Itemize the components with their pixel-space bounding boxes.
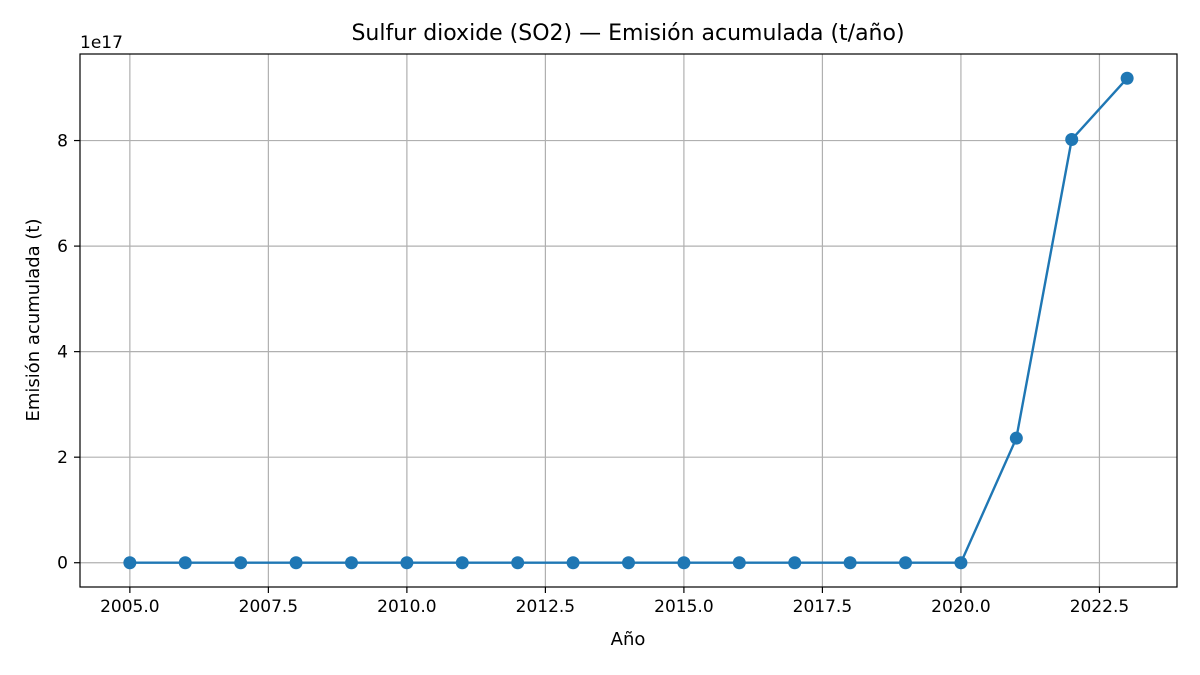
x-tick-label: 2022.5: [1070, 597, 1129, 617]
y-tick-label: 2: [57, 448, 68, 468]
y-tick-label: 4: [57, 343, 68, 363]
y-tick-label: 0: [57, 554, 68, 574]
data-point: [954, 556, 968, 570]
data-point: [1009, 431, 1023, 445]
x-tick-label: 2017.5: [793, 597, 852, 617]
plot-frame: [79, 53, 1178, 588]
data-point: [234, 556, 248, 570]
chart-title: Sulfur dioxide (SO2) — Emisión acumulada…: [351, 21, 904, 46]
x-tick-label: 2012.5: [516, 597, 575, 617]
y-tick-label: 6: [57, 237, 68, 257]
data-point: [1065, 132, 1079, 146]
data-point: [788, 556, 802, 570]
x-tick-label: 2005.0: [100, 597, 159, 617]
data-point: [1120, 71, 1134, 85]
x-tick-label: 2007.5: [239, 597, 298, 617]
data-point: [123, 556, 137, 570]
y-axis-ticks: 0 2 4 6 8: [57, 132, 80, 574]
y-axis-label: Emisión acumulada (t): [23, 218, 44, 421]
data-point: [289, 556, 303, 570]
x-tick-label: 2010.0: [377, 597, 436, 617]
data-point: [344, 556, 358, 570]
data-point: [511, 556, 525, 570]
data-point: [899, 556, 913, 570]
series-group: [123, 71, 1134, 570]
data-point: [622, 556, 635, 570]
data-point: [455, 556, 469, 570]
y-tick-label: 8: [57, 132, 68, 152]
data-point: [677, 556, 691, 570]
grid: [80, 54, 1177, 587]
series-line: [129, 77, 1129, 564]
y-offset-label: 1e17: [80, 33, 123, 53]
x-tick-label: 2020.0: [931, 597, 990, 617]
x-axis-ticks: 2005.0 2007.5 2010.0 2012.5 2015.0 2017.5 2020…: [100, 587, 1129, 617]
data-point: [843, 556, 857, 570]
data-point: [732, 556, 746, 570]
data-point: [566, 556, 580, 570]
x-axis-label: Año: [611, 629, 646, 650]
x-tick-label: 2015.0: [654, 597, 713, 617]
data-point: [400, 556, 414, 570]
data-point: [178, 556, 192, 570]
